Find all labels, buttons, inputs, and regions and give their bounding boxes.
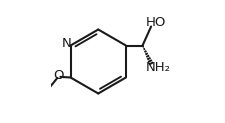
Text: NH₂: NH₂ — [145, 61, 170, 74]
Text: O: O — [53, 69, 64, 82]
Text: N: N — [61, 37, 71, 50]
Text: HO: HO — [145, 16, 165, 29]
